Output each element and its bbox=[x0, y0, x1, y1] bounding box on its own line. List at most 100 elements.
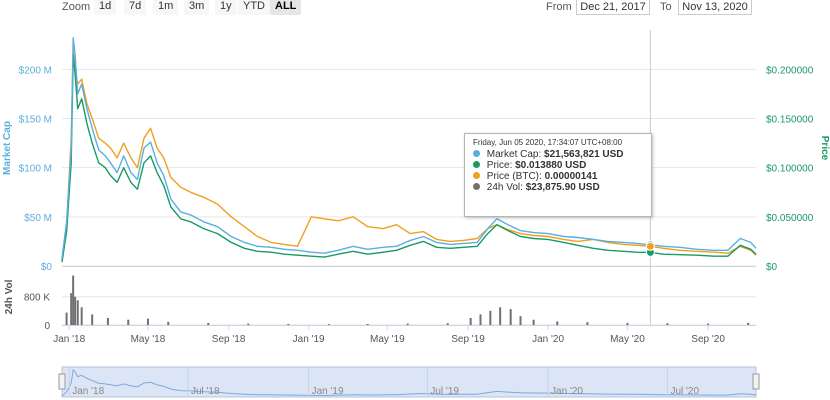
tooltip-label: Price (BTC): bbox=[486, 171, 542, 182]
tooltip-value: $21,563,821 USD bbox=[544, 149, 624, 160]
zoom-7d-button[interactable]: 7d bbox=[124, 0, 147, 15]
series-line-market-cap bbox=[61, 37, 757, 259]
x-axis-tick-label: May '20 bbox=[610, 334, 645, 345]
navigator[interactable]: Jan '18 Jul '18 Jan '19 Jul '19 Jan '20 Jul '… bbox=[58, 366, 760, 398]
series-line-price bbox=[61, 53, 757, 263]
volume-bar bbox=[366, 323, 369, 325]
x-axis-tick-label: Jan '19 bbox=[293, 334, 325, 345]
volume-bar bbox=[532, 319, 535, 325]
series-line-price-btc bbox=[61, 49, 757, 261]
tooltip-header: Friday, Jun 05 2020, 17:34:07 UTC+08:00 bbox=[473, 138, 623, 147]
volume-bar bbox=[479, 314, 482, 325]
tooltip-label: 24h Vol: bbox=[486, 182, 523, 193]
volume-axis-tick-label: 800 K bbox=[24, 293, 50, 304]
tooltip-value: $23,875.90 USD bbox=[525, 182, 600, 193]
volume-bar bbox=[127, 319, 130, 325]
volume-bar bbox=[519, 316, 522, 325]
volume-bar bbox=[747, 322, 750, 325]
zoom-1d-button[interactable]: 1d bbox=[94, 0, 117, 15]
navigator-tick-label: Jul '20 bbox=[670, 386, 699, 397]
zoom-3m-button[interactable]: 3m bbox=[184, 0, 210, 15]
volume-bar bbox=[499, 307, 502, 325]
tooltip-label: Price: bbox=[486, 160, 513, 171]
volume-bar bbox=[556, 321, 559, 325]
x-axis-tick-label: Sep '18 bbox=[212, 334, 246, 345]
tooltip-row-price-btc: Price (BTC): 0.00000141 bbox=[473, 171, 651, 182]
volume-bar bbox=[65, 312, 68, 325]
volume-bar bbox=[91, 314, 94, 325]
price-btc-dot-icon bbox=[473, 172, 480, 179]
volume-bar bbox=[586, 322, 589, 325]
tooltip-label: Market Cap: bbox=[486, 149, 542, 160]
navigator-left-handle bbox=[58, 373, 66, 390]
volume-bar bbox=[666, 323, 669, 325]
volume-bar bbox=[207, 322, 210, 325]
navigator-right-handle bbox=[752, 373, 760, 390]
navigator-series-line bbox=[61, 368, 757, 397]
x-axis-tick-label: May '18 bbox=[131, 334, 166, 345]
right-axis-tick-label: $0.050000 bbox=[766, 213, 814, 224]
x-axis-tick-label: Sep '20 bbox=[691, 334, 725, 345]
x-axis-tick-label: Sep '19 bbox=[451, 334, 485, 345]
right-axis-tick-label: $0.100000 bbox=[766, 164, 814, 175]
volume-bar bbox=[74, 296, 77, 325]
volume-bar bbox=[70, 293, 73, 325]
volume-axis-title: 24h Vol bbox=[4, 279, 15, 314]
right-axis-title: Price bbox=[819, 136, 830, 161]
zoom-toolbar: Zoom 1d 7d 1m 3m 1y YTD ALL From Dec 21,… bbox=[0, 0, 830, 18]
to-label: To bbox=[660, 1, 672, 13]
tooltip-row-market-cap: Market Cap: $21,563,821 USD bbox=[473, 149, 651, 160]
navigator-tick-label: Jul '18 bbox=[191, 386, 220, 397]
volume-bar bbox=[287, 323, 290, 325]
right-axis-tick-label: $0.150000 bbox=[766, 115, 814, 126]
volume-bar bbox=[327, 324, 330, 325]
left-axis-tick-label: $0 bbox=[41, 262, 53, 273]
volume-bar bbox=[489, 310, 492, 325]
volume-bar bbox=[469, 317, 472, 325]
navigator-tick-label: Jan '19 bbox=[312, 386, 344, 397]
right-axis-tick-label: $0 bbox=[766, 262, 778, 273]
volume-bars bbox=[65, 275, 750, 325]
volume-bar bbox=[106, 317, 109, 325]
volume-dot-icon bbox=[473, 183, 480, 190]
tooltip-value: $0.013880 USD bbox=[515, 160, 587, 171]
tooltip-row-price: Price: $0.013880 USD bbox=[473, 160, 651, 171]
volume-bar bbox=[446, 323, 449, 325]
volume-bar bbox=[626, 322, 629, 325]
x-axis-tick-label: May '19 bbox=[370, 334, 405, 345]
volume-bar bbox=[76, 300, 79, 325]
tooltip-row-volume: 24h Vol: $23,875.90 USD bbox=[473, 182, 651, 193]
volume-bar bbox=[509, 309, 512, 325]
left-axis-tick-label: $200 M bbox=[19, 65, 52, 76]
to-date-input[interactable]: Nov 13, 2020 bbox=[678, 0, 752, 15]
chart-lines bbox=[61, 37, 757, 263]
zoom-label: Zoom bbox=[62, 1, 91, 13]
navigator-tick-label: Jan '20 bbox=[551, 386, 583, 397]
navigator-tick-label: Jul '19 bbox=[430, 386, 459, 397]
chart-axes: $0 $50 M $100 M $150 M $200 M $0 $0.050000 $0.1… bbox=[2, 65, 830, 345]
navigator-tick-label: Jan '18 bbox=[72, 386, 104, 397]
right-axis-tick-label: $0.200000 bbox=[766, 65, 814, 76]
zoom-1y-button[interactable]: 1y bbox=[215, 0, 237, 15]
price-dot-icon bbox=[473, 161, 480, 168]
left-axis-tick-label: $100 M bbox=[19, 164, 52, 175]
x-axis-tick-label: Jan '20 bbox=[532, 334, 564, 345]
volume-bar bbox=[406, 323, 409, 325]
left-axis-tick-label: $50 M bbox=[24, 213, 52, 224]
volume-bar bbox=[167, 321, 170, 325]
volume-bar bbox=[707, 323, 710, 325]
chart-tooltip: Friday, Jun 05 2020, 17:34:07 UTC+08:00 … bbox=[464, 133, 652, 217]
from-date-input[interactable]: Dec 21, 2017 bbox=[576, 0, 650, 15]
left-axis-title: Market Cap bbox=[2, 121, 13, 175]
volume-bar bbox=[72, 275, 75, 325]
zoom-all-button[interactable]: ALL bbox=[270, 0, 302, 15]
zoom-ytd-button[interactable]: YTD bbox=[238, 0, 270, 15]
navigator-range bbox=[61, 366, 757, 398]
market-cap-dot-icon bbox=[473, 150, 480, 157]
left-axis-tick-label: $150 M bbox=[19, 115, 52, 126]
crosshair-marker bbox=[645, 241, 655, 251]
x-axis-tick-label: Jan '18 bbox=[53, 334, 85, 345]
zoom-1m-button[interactable]: 1m bbox=[153, 0, 179, 15]
tooltip-value: 0.00000141 bbox=[544, 171, 598, 182]
